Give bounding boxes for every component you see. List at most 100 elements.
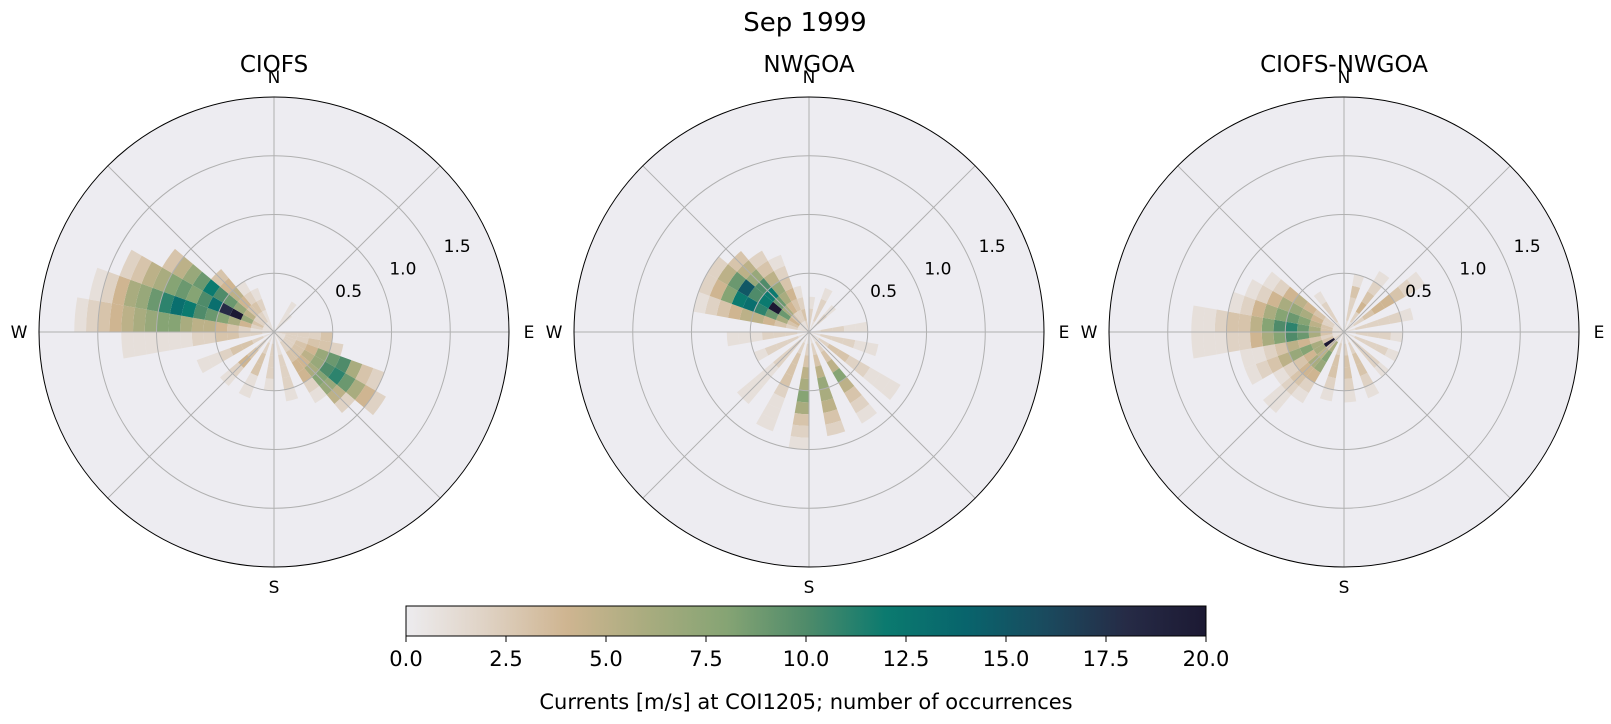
rose-bin [345,360,363,379]
rose-bin [308,332,321,341]
rose-bin [1273,319,1287,332]
polar-grid [574,97,1044,567]
rose-bin [1344,366,1353,379]
rose-bin [1320,323,1333,330]
rose-bin [1349,311,1360,323]
rose-bin [1344,332,1356,335]
rose-bin [203,332,217,345]
rose-bin [1309,336,1322,345]
rose-bin [814,341,825,353]
rose-bin [307,338,321,349]
rose-bin [1320,332,1333,337]
colorbar-tick-label: 17.5 [1083,647,1130,671]
rose-bin [1250,332,1263,349]
rose-bin [337,373,356,393]
rose-bin [1371,301,1385,315]
rose-bin [1399,307,1414,322]
direction-label-w: W [546,323,563,343]
rose-bin [790,424,809,438]
rose-bin [793,311,804,323]
rose-bin [301,349,315,363]
direction-label-e: E [524,323,535,343]
rose-bin [251,320,264,328]
rose-bin [803,320,809,332]
rose-bin [229,344,244,356]
rose-bin [223,294,238,309]
rose-bin [739,307,754,322]
rose-bin [809,320,815,332]
rose-bin [1226,332,1240,353]
rose-bin [785,362,797,377]
rose-bin [276,343,283,356]
rose-bin [240,340,254,350]
rose-bin [813,309,821,322]
direction-label-e: E [1059,323,1070,343]
rose-bin [1344,332,1356,338]
rose-bin [1214,332,1229,355]
rose-bin [1261,332,1275,347]
rose-bin [318,340,332,353]
rose-bin [304,344,319,356]
rose-bin [1328,311,1339,323]
rose-bin [797,342,805,355]
rose-bin [758,294,773,309]
radial-tick-label-0-5: 0.5 [870,282,897,302]
rose-bin [1348,342,1356,355]
rose-bin [720,285,738,304]
rose-bin [180,315,193,332]
rose-bin [265,366,274,379]
rose-bin [1346,308,1353,321]
rose-bin [1299,344,1314,356]
rose-bin [1266,356,1283,374]
rose-bin [1356,362,1368,377]
rose-bin [1285,332,1298,343]
rose-bin [191,317,205,332]
rose-bin [811,343,818,356]
rose-bin [771,281,786,296]
rose-bin [1277,296,1294,312]
rose-bin [831,336,844,345]
rose-bin [820,350,832,363]
rose-bin [1282,361,1299,378]
rose-bin [233,301,247,315]
rose-bin [786,336,799,344]
direction-label-w: W [11,323,28,343]
rose-bin [1238,313,1252,332]
rose-bin [227,323,240,332]
rose-bin [262,326,274,332]
radial-tick-label-1-0: 1.0 [1459,260,1486,280]
rose-bin [263,378,274,391]
rose-bin [282,376,295,390]
rose-bin [773,265,789,282]
rose-bin [244,372,258,388]
rose-bin [243,291,257,305]
rose-bin [779,276,793,292]
rose-bin [1364,382,1380,399]
rose-bin [1332,332,1344,335]
rose-bin [285,334,298,341]
rose-bin [158,291,175,314]
rose-bin [280,365,291,379]
rose-bin [123,279,142,308]
rose-bin [843,323,856,332]
rose-bin [738,332,752,345]
rose-bin [1321,336,1334,344]
colorbar: 0.0 2.5 5.0 7.5 10.0 12.5 15.0 17.5 20.0 Current… [389,605,1229,714]
rose-bin [1364,340,1378,350]
rose-bin [292,343,305,355]
rose-bin [809,329,821,332]
rose-bin [788,316,800,327]
rose-bin [1321,320,1334,328]
rose-bin [881,379,901,400]
polar-panel-ciofs-nwgoa: CIOFS-NWGOA N E S W 0.5 1.0 1.5 [1081,52,1605,598]
rose-bin [285,332,298,337]
rose-bin [274,332,286,337]
rose-bin [203,319,217,332]
rose-bin [174,279,193,300]
rose-bin [163,273,183,296]
rose-bin [1320,327,1333,332]
rose-bin [204,307,219,322]
rose-bin [827,343,840,355]
rose-bin [817,298,827,312]
rose-bin [284,387,299,402]
